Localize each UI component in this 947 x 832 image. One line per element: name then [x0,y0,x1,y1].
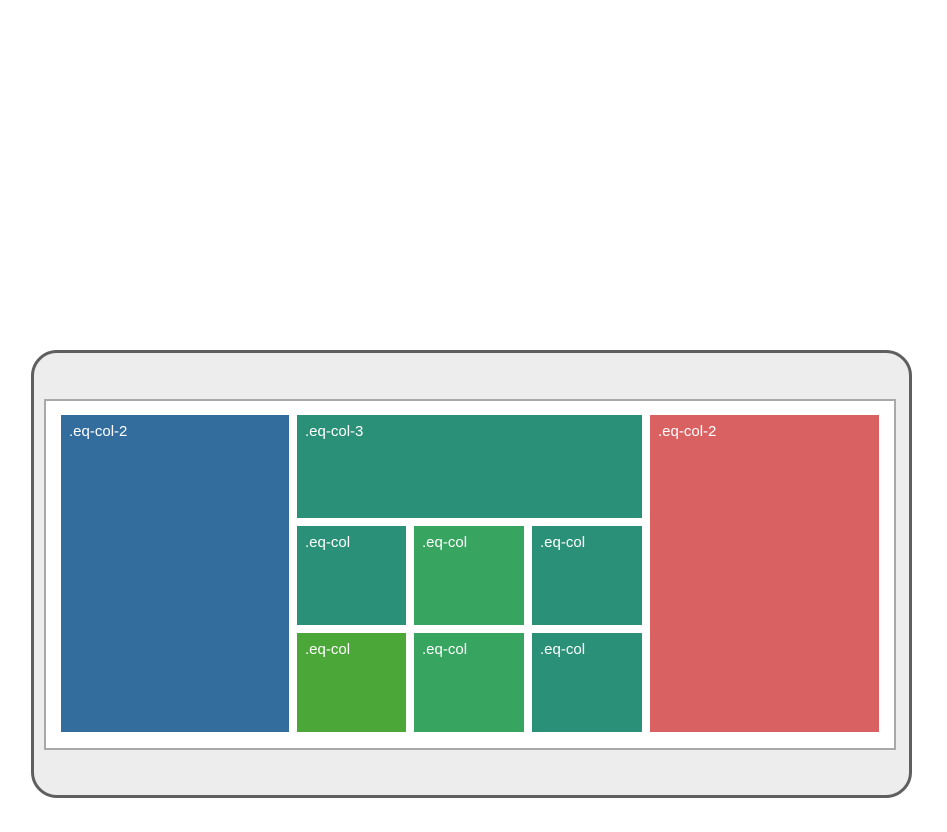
grid-cell-eq-col: .eq-col [532,633,642,732]
grid-cell-right-eq-col-2: .eq-col-2 [650,415,879,732]
browser-viewport: .eq-col-2 .eq-col-3 .eq-col .eq-col [44,399,896,750]
grid-cell-eq-col: .eq-col [414,633,524,732]
grid-cell-left-eq-col-2: .eq-col-2 [61,415,289,732]
grid-cell-label: .eq-col [305,534,351,551]
grid-cell-label: .eq-col [422,641,468,658]
grid-cell-label: .eq-col-2 [69,423,128,440]
grid-cell-label: .eq-col [540,641,586,658]
grid-sub-row-1: .eq-col .eq-col .eq-col [297,526,642,625]
grid-middle-column: .eq-col-3 .eq-col .eq-col .eq-col [297,415,642,732]
grid-cell-eq-col: .eq-col [414,526,524,625]
grid-cell-label: .eq-col [422,534,468,551]
device-mockup-frame: .eq-col-2 .eq-col-3 .eq-col .eq-col [31,350,912,798]
grid-cell-label: .eq-col [540,534,586,551]
equal-columns-grid: .eq-col-2 .eq-col-3 .eq-col .eq-col [61,415,879,732]
grid-cell-eq-col: .eq-col [297,526,406,625]
grid-cell-label: .eq-col [305,641,351,658]
grid-cell-label: .eq-col-3 [305,423,364,440]
grid-cell-label: .eq-col-2 [658,423,717,440]
grid-cell-eq-col: .eq-col [297,633,406,732]
grid-cell-eq-col: .eq-col [532,526,642,625]
grid-sub-row-2: .eq-col .eq-col .eq-col [297,633,642,732]
grid-cell-eq-col-3: .eq-col-3 [297,415,642,518]
